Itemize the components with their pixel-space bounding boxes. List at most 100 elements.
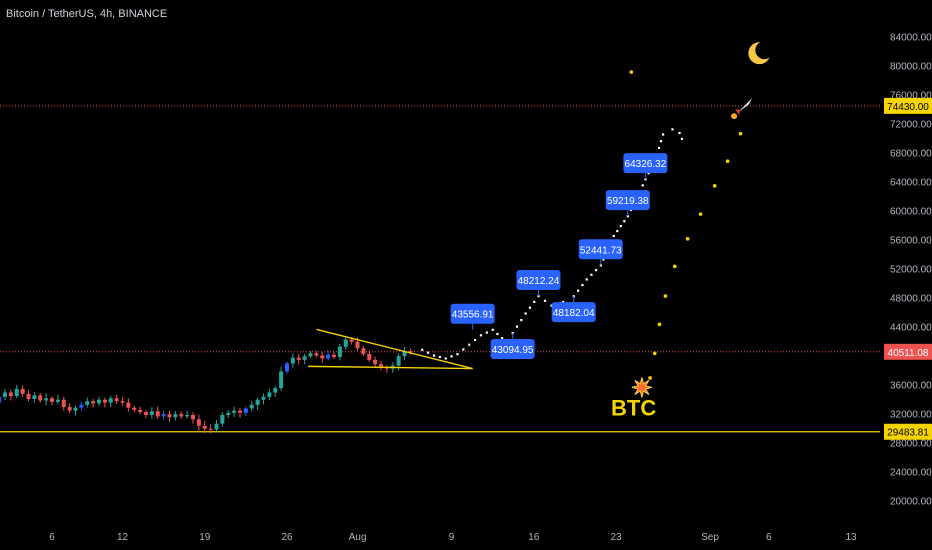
- projection-dot: [450, 355, 453, 358]
- candle-body: [290, 357, 295, 364]
- candle-body: [26, 393, 31, 399]
- candle-body: [132, 407, 137, 410]
- x-tick-label: 23: [610, 532, 622, 543]
- rocket-path-dot: [652, 351, 657, 356]
- projection-dot: [602, 258, 605, 261]
- projection-dot: [585, 278, 588, 281]
- candle-body: [249, 404, 254, 409]
- candle-body: [361, 348, 366, 355]
- candle-body: [296, 357, 301, 360]
- candle-body: [196, 419, 201, 426]
- y-tick-label: 72000.00: [890, 120, 932, 131]
- candle-body: [44, 398, 49, 401]
- x-tick-label: 26: [281, 532, 293, 543]
- candle-body: [97, 399, 101, 404]
- projection-dot: [520, 318, 523, 322]
- moon-shadow: [755, 41, 774, 60]
- y-tick-label: 80000.00: [890, 62, 932, 73]
- rocket-path-dot: [698, 212, 703, 216]
- candle-body: [367, 354, 372, 360]
- candle-body: [326, 354, 331, 359]
- y-tick-label: 32000.00: [890, 410, 932, 421]
- projection-dot: [657, 146, 661, 149]
- projection-dot: [590, 273, 593, 276]
- projection-dot: [501, 337, 504, 340]
- x-tick-label: 16: [528, 532, 540, 543]
- candle-body: [396, 356, 401, 366]
- candle-body: [185, 414, 190, 417]
- y-tick-label: 24000.00: [890, 468, 932, 479]
- candle-body: [79, 404, 84, 408]
- candle-body: [349, 339, 354, 342]
- price-label-box: [623, 153, 668, 174]
- y-tick-label: 28000.00: [890, 439, 932, 450]
- candle-body: [202, 425, 207, 429]
- rocket-icon: [737, 98, 753, 114]
- candle-body: [261, 396, 266, 400]
- candle-body: [255, 399, 260, 405]
- projection-dot: [647, 172, 650, 175]
- y-tick-label: 76000.00: [890, 91, 932, 102]
- candle-body: [373, 359, 378, 365]
- candle-body: [73, 407, 78, 411]
- price-label-box: [450, 303, 495, 324]
- candle-body: [343, 339, 348, 347]
- candle-body: [314, 353, 319, 356]
- price-label-text: 48182.04: [553, 308, 595, 319]
- projection-dot: [619, 225, 622, 228]
- y-tick-label: 48000.00: [890, 294, 932, 305]
- candle-body: [126, 402, 131, 408]
- candle-body: [173, 414, 178, 418]
- candle-body: [67, 406, 72, 411]
- price-label-box: [551, 302, 596, 323]
- y-tick-label: 36000.00: [890, 381, 932, 392]
- candle-body: [120, 401, 125, 403]
- price-label-box: [578, 239, 623, 260]
- y-tick-label: 64000.00: [890, 178, 932, 189]
- x-tick-label: 12: [117, 532, 129, 543]
- candle-body: [3, 392, 7, 397]
- projection-dot: [612, 234, 615, 238]
- price-axis-badge-text: 40511.08: [888, 348, 929, 359]
- projection-dot: [577, 289, 580, 292]
- triangle-lower-line: [308, 365, 473, 370]
- price-label-text: 43556.91: [452, 310, 494, 321]
- candle-body: [20, 388, 25, 394]
- x-tick-label: 13: [845, 532, 857, 543]
- projection-dot: [533, 300, 536, 303]
- projection-dot: [537, 294, 540, 298]
- projection-dot: [644, 178, 647, 181]
- x-tick-label: Aug: [349, 532, 367, 543]
- candle-body: [226, 412, 231, 415]
- btc-annotation: BTC: [611, 396, 656, 421]
- projection-dot: [678, 131, 681, 135]
- stray-dot: [629, 70, 634, 74]
- candle-body: [191, 414, 195, 420]
- price-label-box: [605, 190, 650, 211]
- price-axis-badge-text: 74430.00: [887, 102, 929, 113]
- projection-dot: [444, 357, 447, 360]
- projection-dot: [595, 268, 598, 272]
- x-tick-label: 6: [766, 532, 772, 543]
- candle-body: [337, 346, 342, 357]
- rocket-fin-icon: [735, 109, 741, 116]
- projection-dot: [550, 304, 553, 307]
- projection-dot: [641, 184, 644, 187]
- price-label-box: [490, 339, 535, 360]
- candle-body: [208, 428, 213, 430]
- rocket-flame-icon: [731, 113, 738, 120]
- y-tick-label: 68000.00: [890, 149, 932, 160]
- candle-body: [108, 398, 113, 403]
- projection-dot: [659, 140, 663, 143]
- candle-body: [50, 398, 54, 402]
- price-axis-badge: [884, 423, 932, 440]
- x-tick-label: 9: [449, 532, 455, 543]
- y-tick-label: 60000.00: [890, 207, 932, 218]
- projection-dot: [462, 348, 465, 351]
- projection-dot: [474, 338, 477, 342]
- price-label-text: 48212.24: [518, 276, 560, 287]
- rocket-path-dot: [725, 159, 730, 163]
- candle-body: [55, 399, 60, 402]
- price-label-text: 52441.73: [580, 245, 622, 256]
- candle-body: [379, 364, 383, 368]
